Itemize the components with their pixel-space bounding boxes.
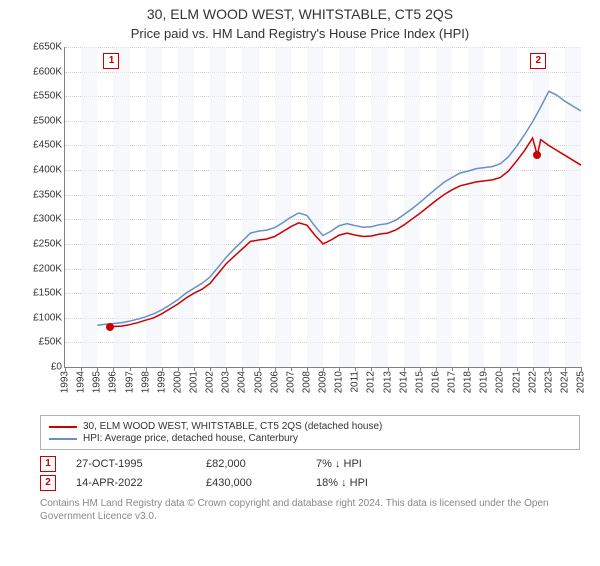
y-tick-label: £50K — [20, 337, 62, 348]
y-tick-label: £100K — [20, 312, 62, 323]
y-tick-label: £550K — [20, 91, 62, 102]
x-tick-label: 1996 — [108, 371, 119, 393]
y-tick-label: £300K — [20, 214, 62, 225]
y-tick-label: £650K — [20, 42, 62, 53]
x-tick-label: 2009 — [318, 371, 329, 393]
sale-pct: 7% ↓ HPI — [316, 458, 426, 470]
x-tick-label: 2024 — [559, 371, 570, 393]
x-tick-label: 2019 — [479, 371, 490, 393]
series-price_paid — [111, 138, 582, 327]
y-tick-label: £200K — [20, 263, 62, 274]
y-tick-label: £0 — [20, 362, 62, 373]
legend-item-hpi: HPI: Average price, detached house, Cant… — [49, 433, 571, 444]
x-tick-label: 2015 — [414, 371, 425, 393]
x-tick-label: 2014 — [398, 371, 409, 393]
sale-dot — [106, 323, 114, 331]
x-tick-label: 2000 — [172, 371, 183, 393]
y-tick-label: £150K — [20, 288, 62, 299]
x-tick-label: 2025 — [576, 371, 587, 393]
x-tick-label: 2012 — [366, 371, 377, 393]
sales-row: 2 14-APR-2022 £430,000 18% ↓ HPI — [40, 475, 580, 491]
legend-item-price: 30, ELM WOOD WEST, WHITSTABLE, CT5 2QS (… — [49, 421, 571, 432]
x-tick-label: 2010 — [334, 371, 345, 393]
series-hpi — [97, 91, 581, 325]
y-tick-label: £450K — [20, 140, 62, 151]
sale-price: £430,000 — [206, 477, 296, 489]
x-tick-label: 2001 — [189, 371, 200, 393]
sale-marker-box: 1 — [103, 53, 119, 69]
x-tick-label: 2017 — [447, 371, 458, 393]
sale-date: 27-OCT-1995 — [76, 458, 186, 470]
x-tick-label: 2013 — [382, 371, 393, 393]
y-tick-label: £250K — [20, 238, 62, 249]
x-tick-label: 2003 — [221, 371, 232, 393]
legend-swatch — [49, 426, 77, 428]
y-tick-label: £400K — [20, 165, 62, 176]
y-tick-label: £600K — [20, 66, 62, 77]
address-title: 30, ELM WOOD WEST, WHITSTABLE, CT5 2QS — [0, 6, 600, 22]
x-tick-label: 2011 — [350, 371, 361, 393]
legend-label: 30, ELM WOOD WEST, WHITSTABLE, CT5 2QS (… — [83, 421, 382, 432]
chart-subtitle: Price paid vs. HM Land Registry's House … — [0, 26, 600, 41]
x-tick-label: 2007 — [285, 371, 296, 393]
x-tick-label: 2002 — [205, 371, 216, 393]
x-tick-label: 2018 — [463, 371, 474, 393]
sales-table: 1 27-OCT-1995 £82,000 7% ↓ HPI 2 14-APR-… — [40, 456, 580, 491]
x-tick-label: 2021 — [511, 371, 522, 393]
legend: 30, ELM WOOD WEST, WHITSTABLE, CT5 2QS (… — [40, 415, 580, 450]
x-tick-label: 2016 — [430, 371, 441, 393]
y-tick-label: £350K — [20, 189, 62, 200]
sale-marker-box: 2 — [40, 475, 56, 491]
sale-marker-box: 1 — [40, 456, 56, 472]
x-tick-label: 2022 — [527, 371, 538, 393]
chart: £0 £50K £100K £150K £200K £250K £300K £350K £400… — [20, 47, 580, 407]
line-series-svg — [65, 47, 581, 367]
legend-label: HPI: Average price, detached house, Cant… — [83, 433, 298, 444]
license-text: Contains HM Land Registry data © Crown c… — [40, 497, 580, 523]
sale-pct: 18% ↓ HPI — [316, 477, 426, 489]
sale-price: £82,000 — [206, 458, 296, 470]
x-tick-label: 1997 — [124, 371, 135, 393]
y-tick-label: £500K — [20, 115, 62, 126]
x-tick-label: 1993 — [60, 371, 71, 393]
x-tick-label: 2023 — [543, 371, 554, 393]
x-tick-label: 1994 — [76, 371, 87, 393]
x-tick-label: 2020 — [495, 371, 506, 393]
sale-marker-box: 2 — [530, 53, 546, 69]
sale-dot — [533, 151, 541, 159]
plot-area: 1993199419951996199719981999200020012002… — [64, 47, 581, 368]
x-tick-label: 2005 — [253, 371, 264, 393]
sales-row: 1 27-OCT-1995 £82,000 7% ↓ HPI — [40, 456, 580, 472]
sale-date: 14-APR-2022 — [76, 477, 186, 489]
x-tick-label: 1998 — [140, 371, 151, 393]
x-tick-label: 1995 — [92, 371, 103, 393]
y-axis: £0£50K£100K£150K£200K£250K£300K£350K£400… — [20, 47, 64, 367]
x-tick-label: 1999 — [156, 371, 167, 393]
legend-swatch — [49, 438, 77, 440]
x-tick-label: 2006 — [269, 371, 280, 393]
x-tick-label: 2008 — [301, 371, 312, 393]
x-tick-label: 2004 — [237, 371, 248, 393]
